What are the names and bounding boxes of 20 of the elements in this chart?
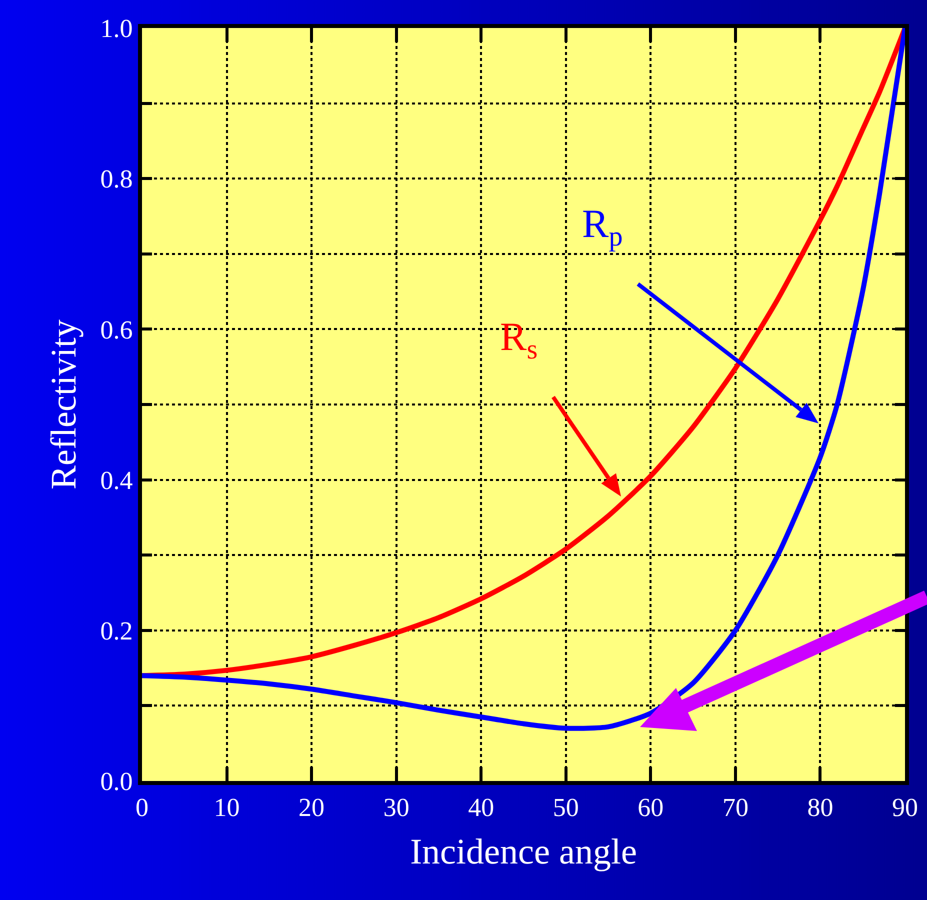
y-tick-label: 0.8	[100, 164, 133, 194]
x-tick-label: 20	[298, 793, 325, 822]
y-tick-label: 0.6	[100, 315, 133, 344]
x-tick-label: 30	[383, 793, 410, 822]
text: R$_{p}$	[582, 201, 623, 252]
y-tick-label: 0.0	[100, 767, 133, 796]
x-tick-label: 70	[722, 793, 748, 822]
x-tick-label: 80	[807, 793, 834, 822]
y-tick-label: 0.2	[100, 616, 133, 646]
x-tick-label: 50	[552, 793, 579, 822]
y-tick-label: 0.4	[100, 466, 133, 495]
x-tick-label: 10	[214, 793, 240, 822]
x-tick-label: 60	[638, 793, 664, 822]
text: R$_{s}$	[500, 314, 538, 366]
y-tick-label: 1.0	[100, 14, 133, 44]
x-tick-label: 90	[892, 793, 918, 822]
x-tick-label: 40	[468, 793, 494, 822]
y-axis-title: Reflectivity	[44, 320, 84, 490]
x-tick-label: 0	[136, 793, 148, 822]
x-axis-title: Incidence angle	[410, 831, 637, 872]
